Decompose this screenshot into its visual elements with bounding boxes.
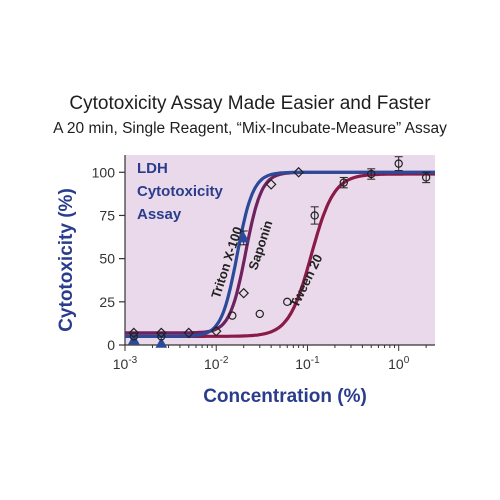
y-tick-label: 50: [99, 251, 115, 267]
data-point-tween-20: [339, 178, 348, 187]
annotation-line: Assay: [137, 206, 182, 223]
plot-area: [125, 155, 435, 345]
data-point-tween-20: [310, 211, 319, 220]
x-axis-title: Concentration (%): [203, 386, 367, 407]
x-tick-label: 10-1: [295, 355, 320, 372]
y-axis-title: Cytotoxicity (%): [56, 188, 77, 332]
y-tick-label: 100: [92, 164, 116, 180]
data-point-saponin: [293, 166, 304, 178]
data-point-saponin: [183, 327, 195, 339]
data-point-tween-20: [367, 169, 376, 179]
data-point-saponin: [155, 327, 167, 339]
series-curve-triton-x-100: [125, 170, 435, 338]
chart-subtitle: A 20 min, Single Reagent, “Mix-Incubate-…: [53, 120, 447, 137]
chart-title: Cytotoxicity Assay Made Easier and Faste…: [69, 93, 431, 114]
y-tick-label: 0: [107, 337, 115, 353]
data-point-triton-x-100: [155, 337, 168, 348]
data-point-saponin: [128, 327, 140, 339]
data-point-tween-20: [283, 297, 292, 307]
data-point-tween-20: [228, 311, 237, 320]
data-point-tween-20: [394, 159, 403, 168]
data-point-saponin: [238, 287, 250, 299]
annotation-line: LDH: [137, 160, 168, 177]
data-point-saponin: [265, 179, 277, 190]
data-point-tween-20: [255, 309, 264, 319]
y-tick-label: 75: [99, 207, 115, 223]
data-point-tween-20: [157, 332, 166, 341]
x-tick-label: 10-2: [204, 355, 229, 372]
data-point-triton-x-100: [237, 231, 250, 243]
data-point-tween-20: [129, 332, 139, 341]
y-tick-label: 25: [99, 294, 115, 310]
data-point-saponin: [210, 325, 222, 337]
x-tick-label: 100: [388, 355, 410, 372]
data-point-tween-20: [421, 173, 431, 182]
annotation-line: Cytotoxicity: [137, 183, 224, 200]
x-tick-label: 10-3: [113, 355, 138, 372]
